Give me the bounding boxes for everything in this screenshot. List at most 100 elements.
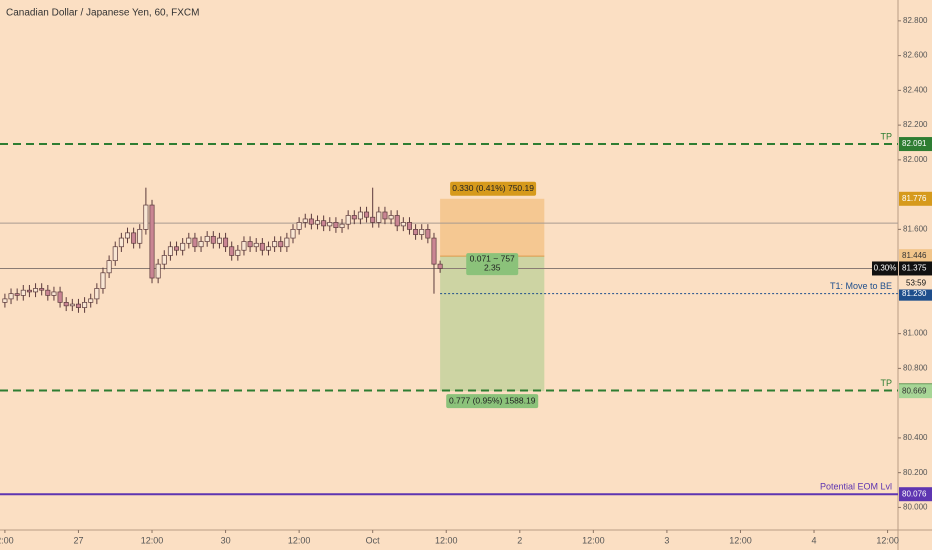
- candle-body: [425, 229, 431, 239]
- candle-body: [8, 293, 14, 300]
- price-tag: [899, 137, 932, 152]
- candle-body: [137, 229, 143, 244]
- y-tick-label: 82.400: [903, 85, 928, 94]
- candle-body: [241, 241, 247, 251]
- current-price-tag: [899, 261, 932, 276]
- target-zone: [440, 256, 545, 392]
- price-tag-label: 81.776: [902, 194, 927, 203]
- stop-zone: [440, 198, 545, 257]
- x-tick-label: 4: [812, 535, 817, 545]
- candle-body: [321, 220, 327, 227]
- x-tick-label: 12:00: [582, 535, 605, 545]
- candle-body: [198, 241, 204, 248]
- y-tick-label: 80.400: [903, 433, 928, 442]
- ratio-label: 2.35: [484, 262, 501, 272]
- y-tick-label: 80.000: [903, 503, 928, 512]
- x-tick-label: 12:00: [876, 535, 899, 545]
- price-tag-label: 81.446: [902, 251, 927, 260]
- candle-body: [333, 222, 339, 228]
- candle-body: [167, 246, 173, 256]
- candle-body: [302, 218, 308, 223]
- change-label: 0.30%: [874, 264, 897, 273]
- candle-body: [413, 229, 419, 235]
- x-tick-label: 12:00: [288, 535, 311, 545]
- candle-body: [204, 235, 210, 242]
- candle-body: [357, 211, 363, 220]
- y-tick-label: 82.600: [903, 51, 928, 60]
- candle-body: [370, 216, 376, 223]
- y-tick-label: 81.000: [903, 329, 928, 338]
- countdown-label: 53:59: [906, 279, 927, 288]
- candle-body: [351, 215, 357, 220]
- candle-body: [174, 246, 180, 251]
- x-tick-label: 12:00: [141, 535, 164, 545]
- y-tick-label: 82.800: [903, 16, 928, 25]
- candle-body: [327, 222, 333, 227]
- price-tag-label: 82.091: [902, 139, 927, 148]
- candle-body: [20, 289, 26, 296]
- price-tag: [899, 191, 932, 206]
- x-tick-label: 2:00: [0, 535, 14, 545]
- target-label: 0.777 (0.95%) 1588.19: [449, 395, 536, 405]
- current-price-label: 81.375: [902, 264, 927, 273]
- candle-body: [376, 211, 382, 223]
- candle-body: [57, 291, 63, 303]
- candle-body: [284, 237, 290, 248]
- candle-body: [131, 232, 137, 244]
- candle-body: [339, 223, 345, 228]
- candle-body: [143, 204, 149, 230]
- price-tag: [899, 487, 932, 502]
- y-tick-label: 80.200: [903, 468, 928, 477]
- target-label-bg: [446, 394, 539, 409]
- x-tick-label: 3: [664, 535, 669, 545]
- y-tick-label: 82.000: [903, 155, 928, 164]
- candle-body: [39, 288, 45, 291]
- candle-body: [406, 222, 412, 230]
- candle-body: [223, 237, 229, 248]
- candle-body: [88, 298, 94, 303]
- y-tick-label: 82.200: [903, 120, 928, 129]
- candle-body: [253, 242, 259, 248]
- candle-body: [82, 302, 88, 308]
- x-tick-label: 27: [73, 535, 83, 545]
- candle-body: [51, 291, 57, 296]
- candle-body: [431, 237, 437, 265]
- y-tick-label: 81.600: [903, 224, 928, 233]
- plot: [0, 143, 898, 496]
- candle-body: [400, 222, 406, 227]
- candle-body: [155, 263, 161, 279]
- price-tag: [899, 249, 932, 264]
- candle-body: [345, 215, 351, 225]
- candle-body: [180, 242, 186, 251]
- candle-body: [14, 293, 20, 296]
- x-tick-label: 2: [517, 535, 522, 545]
- candle-body: [272, 241, 278, 248]
- countdown-tag: [899, 275, 932, 290]
- candle-body: [75, 303, 81, 308]
- candle-body: [315, 220, 321, 225]
- x-tick-label: 12:00: [435, 535, 458, 545]
- candle-body: [45, 289, 51, 296]
- candle-body: [296, 222, 302, 230]
- candle-body: [149, 204, 155, 279]
- level-text: TP: [880, 131, 892, 141]
- candle-body: [290, 229, 296, 239]
- candle-body: [118, 237, 124, 248]
- change-tag: [872, 261, 898, 276]
- candle-body: [437, 263, 443, 269]
- candle-body: [33, 288, 39, 293]
- chart-title: Canadian Dollar / Japanese Yen, 60, FXCM: [6, 8, 199, 19]
- candle-body: [210, 235, 216, 244]
- candle-body: [265, 246, 271, 251]
- candle-body: [308, 218, 314, 225]
- stop-label-bg: [450, 181, 537, 196]
- x-tick-label: 30: [221, 535, 231, 545]
- candle-body: [186, 237, 192, 244]
- level-text: Potential EOM Lvl: [820, 482, 892, 492]
- price-tag-label: 81.230: [902, 289, 927, 298]
- candle-body: [388, 215, 394, 220]
- level-text: TP: [880, 378, 892, 388]
- price-tag-label: 80.076: [902, 489, 927, 498]
- candle-body: [235, 249, 241, 256]
